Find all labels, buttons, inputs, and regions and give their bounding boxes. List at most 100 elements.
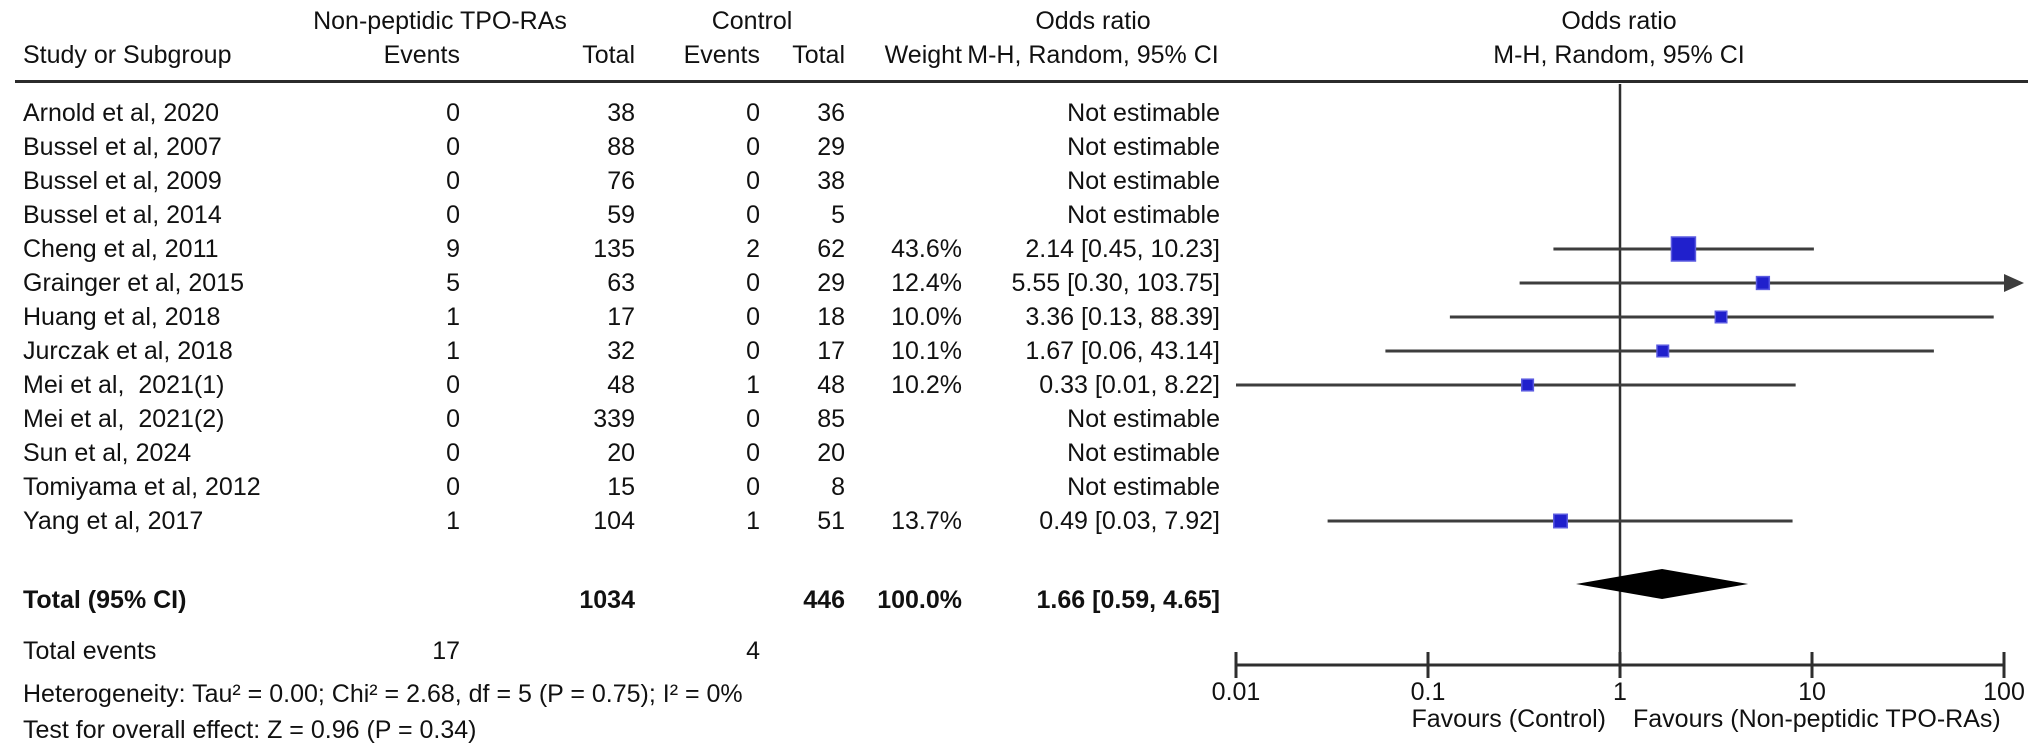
cell-total-treatment: 63	[607, 269, 635, 297]
favours-left-label: Favours (Control)	[1411, 705, 1607, 733]
header-method-plot: M-H, Random, 95% CI	[1493, 41, 1745, 69]
cell-total-control: 20	[817, 439, 845, 467]
cell-events-treatment: 0	[446, 99, 460, 127]
table-row: Huang et al, 2018 1 17 0 18 10.0% 3.36 [0.13, …	[0, 300, 2032, 334]
header-odds-ratio-plot: Odds ratio	[1561, 7, 1677, 35]
cell-total-treatment: 15	[607, 473, 635, 501]
cell-or-ci: Not estimable	[1067, 133, 1220, 161]
study-name: Bussel et al, 2014	[23, 201, 222, 229]
study-name: Sun et al, 2024	[23, 439, 192, 467]
study-name: Bussel et al, 2007	[23, 133, 222, 161]
total-events-row: Total events 17 4	[0, 634, 2032, 668]
table-row: Jurczak et al, 2018 1 32 0 17 10.1% 1.67 [0.06…	[0, 334, 2032, 368]
cell-events-treatment: 1	[446, 303, 460, 331]
header-study: Study or Subgroup	[23, 41, 232, 69]
cell-events-treatment: 0	[446, 473, 460, 501]
table-row: Arnold et al, 2020 0 38 0 36 Not estimable	[0, 96, 2032, 130]
cell-or-ci: Not estimable	[1067, 473, 1220, 501]
total-control-n: 446	[803, 586, 845, 614]
cell-weight	[848, 198, 962, 232]
cell-total-control: 48	[817, 371, 845, 399]
cell-events-treatment: 5	[446, 269, 460, 297]
table-row: Mei et al, 2021(2) 0 339 0 85 Not estimable	[0, 402, 2032, 436]
cell-total-treatment: 104	[593, 507, 635, 535]
axis-tick-label: 100	[1983, 678, 2025, 706]
cell-weight: 13.7%	[891, 507, 962, 535]
cell-total-treatment: 20	[607, 439, 635, 467]
axis-tick-label: 1	[1613, 678, 1627, 706]
cell-total-treatment: 32	[607, 337, 635, 365]
cell-weight: 43.6%	[891, 235, 962, 263]
cell-events-control: 2	[746, 235, 760, 263]
cell-weight: 10.1%	[891, 337, 962, 365]
header-weight: Weight	[884, 41, 962, 69]
total-events-control: 4	[746, 637, 760, 665]
cell-total-control: 38	[817, 167, 845, 195]
header-group-treatment: Non-peptidic TPO-RAs	[313, 7, 567, 35]
cell-total-treatment: 88	[607, 133, 635, 161]
favours-right-label: Favours (Non-peptidic TPO-RAs)	[1633, 705, 2001, 733]
cell-weight	[848, 470, 962, 504]
header-total-control: Total	[792, 41, 845, 69]
cell-weight	[848, 164, 962, 198]
cell-total-control: 8	[831, 473, 845, 501]
total-row: Total (95% CI) 1034 446 100.0% 1.66 [0.5…	[0, 583, 2032, 617]
cell-or-ci: 3.36 [0.13, 88.39]	[1025, 303, 1220, 331]
cell-total-control: 62	[817, 235, 845, 263]
cell-weight	[848, 402, 962, 436]
total-treatment-n: 1034	[579, 586, 635, 614]
cell-total-treatment: 38	[607, 99, 635, 127]
study-name: Arnold et al, 2020	[23, 99, 219, 127]
overall-effect-stats: Test for overall effect: Z = 0.96 (P = 0…	[23, 716, 477, 744]
header-divider-rule	[15, 80, 2028, 83]
axis-tick-label: 0.1	[1410, 678, 1446, 706]
header-events-control: Events	[683, 41, 760, 69]
cell-total-control: 85	[817, 405, 845, 433]
cell-total-control: 5	[831, 201, 845, 229]
cell-events-control: 0	[746, 167, 760, 195]
cell-or-ci: Not estimable	[1067, 167, 1220, 195]
cell-events-control: 0	[746, 439, 760, 467]
cell-total-control: 29	[817, 133, 845, 161]
cell-events-treatment: 0	[446, 201, 460, 229]
cell-or-ci: Not estimable	[1067, 99, 1220, 127]
study-name: Mei et al, 2021(1)	[23, 371, 225, 399]
table-row: Bussel et al, 2014 0 59 0 5 Not estimable	[0, 198, 2032, 232]
cell-total-treatment: 339	[593, 405, 635, 433]
cell-events-control: 0	[746, 337, 760, 365]
cell-total-control: 18	[817, 303, 845, 331]
header-total-treatment: Total	[582, 41, 635, 69]
cell-weight	[848, 130, 962, 164]
table-row: Grainger et al, 2015 5 63 0 29 12.4% 5.55 [0.3…	[0, 266, 2032, 300]
cell-events-treatment: 1	[446, 507, 460, 535]
study-name: Grainger et al, 2015	[23, 269, 244, 297]
cell-total-control: 17	[817, 337, 845, 365]
total-events-label: Total events	[23, 637, 157, 665]
cell-weight: 10.2%	[891, 371, 962, 399]
study-name: Jurczak et al, 2018	[23, 337, 233, 365]
cell-total-control: 51	[817, 507, 845, 535]
total-events-treatment: 17	[432, 637, 460, 665]
axis-tick-label: 10	[1798, 678, 1826, 706]
table-row: Mei et al, 2021(1) 0 48 1 48 10.2% 0.33 [0.01,…	[0, 368, 2032, 402]
cell-weight	[848, 96, 962, 130]
cell-events-control: 0	[746, 269, 760, 297]
study-name: Bussel et al, 2009	[23, 167, 222, 195]
table-row: Sun et al, 2024 0 20 0 20 Not estimable	[0, 436, 2032, 470]
axis-tick-label: 0.01	[1211, 678, 1261, 706]
total-weight: 100.0%	[877, 586, 962, 614]
cell-events-treatment: 0	[446, 167, 460, 195]
cell-events-control: 0	[746, 405, 760, 433]
study-name: Yang et al, 2017	[23, 507, 204, 535]
cell-total-control: 29	[817, 269, 845, 297]
cell-events-control: 0	[746, 201, 760, 229]
cell-events-control: 1	[746, 371, 760, 399]
table-row: Yang et al, 2017 1 104 1 51 13.7% 0.49 [0.03, …	[0, 504, 2032, 538]
header-events-treatment: Events	[383, 41, 460, 69]
cell-events-treatment: 0	[446, 439, 460, 467]
cell-or-ci: 1.67 [0.06, 43.14]	[1025, 337, 1220, 365]
cell-total-control: 36	[817, 99, 845, 127]
header-group-control: Control	[711, 7, 793, 35]
total-label: Total (95% CI)	[23, 586, 187, 614]
